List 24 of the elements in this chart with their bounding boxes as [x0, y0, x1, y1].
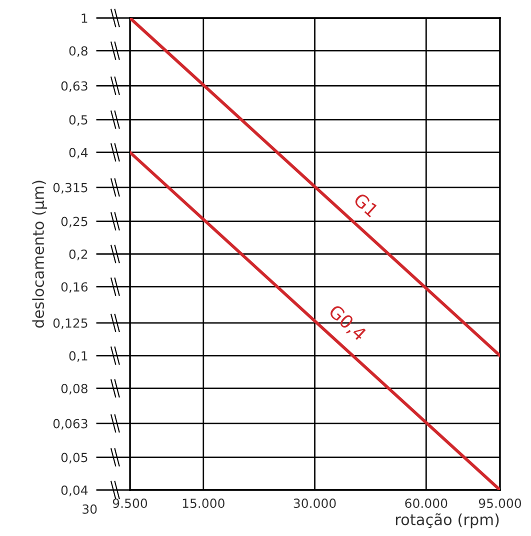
y-tick-label: 0,063	[53, 418, 88, 430]
x-axis-title: rotação (rpm)	[396, 513, 499, 528]
y-tick-label: 0,08	[61, 384, 88, 395]
y-tick-label: 1	[82, 14, 88, 23]
x-tick-label: 60.000	[405, 498, 448, 508]
y-tick-label: 0,05	[61, 452, 88, 464]
y-tick-label: 0,1	[69, 351, 88, 362]
y-tick-label: 0,8	[69, 46, 88, 57]
x-tick-label: 9.500	[112, 498, 148, 508]
y-tick-label: 0,25	[61, 216, 88, 228]
x-tick-label: 30.000	[294, 498, 336, 508]
text: 30	[82, 504, 97, 514]
y-tick-label: 0,2	[69, 249, 88, 260]
x-tick-label: 95.000	[478, 498, 522, 508]
y-tick-label: 0,63	[61, 81, 88, 92]
y-tick-label: 0,04	[61, 485, 88, 496]
text: G1	[352, 192, 379, 218]
y-tick-label: 0,315	[53, 182, 88, 194]
y-tick-label: 0,16	[61, 282, 88, 293]
y-axis-title: deslocamento (µm)	[32, 180, 47, 328]
x-tick-label: 15.000	[182, 498, 224, 508]
y-tick-label: 0,5	[69, 115, 88, 126]
y-tick-label: 0,125	[53, 318, 88, 330]
y-tick-label: 0,4	[69, 148, 88, 159]
